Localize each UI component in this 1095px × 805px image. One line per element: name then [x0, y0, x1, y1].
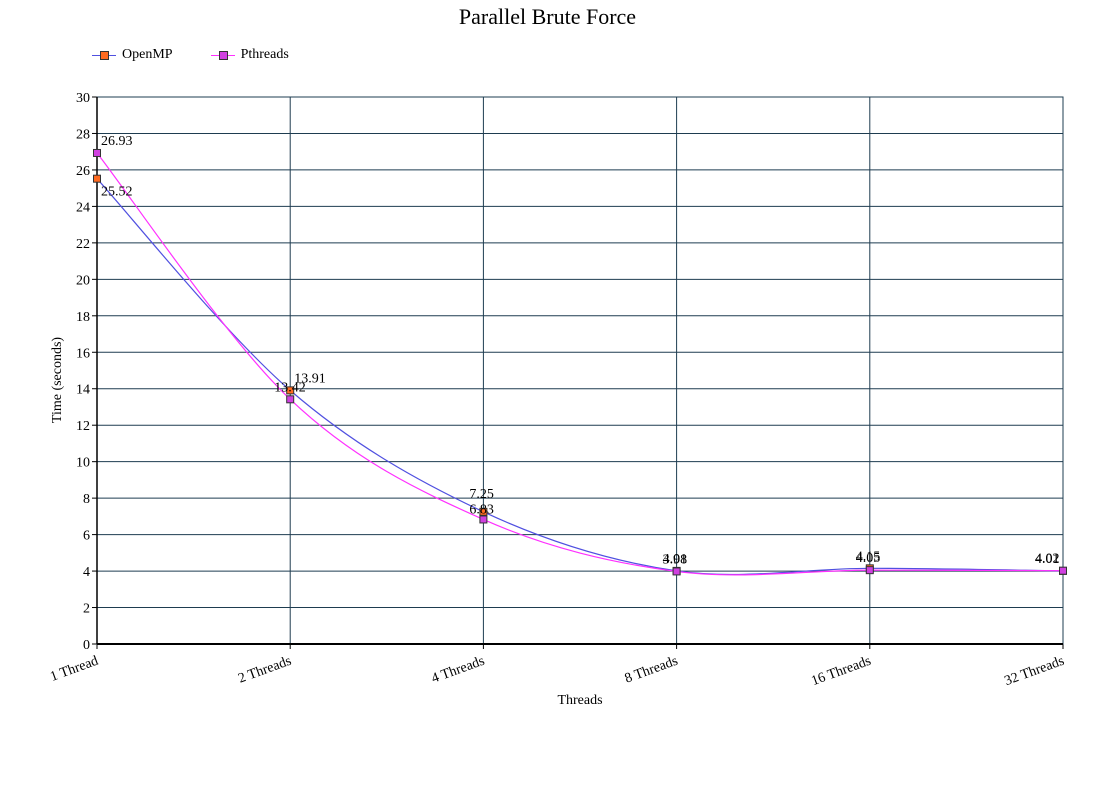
x-tick-label-1: 2 Threads	[236, 654, 293, 687]
legend-swatch-openmp	[92, 50, 116, 60]
y-tick-label-0: 0	[83, 638, 90, 653]
data-point-openmp-2	[479, 507, 488, 516]
data-label-pthreads-2: 6.83	[469, 502, 494, 517]
y-tick-label-24: 24	[76, 200, 90, 215]
data-point-pthreads-4	[865, 566, 874, 575]
data-point-openmp-0	[93, 174, 101, 183]
series-line-openmp	[96, 178, 1064, 576]
data-point-pthreads-0	[93, 148, 101, 157]
y-tick-label-6: 6	[83, 529, 90, 544]
x-tick-label-2: 4 Threads	[430, 654, 487, 687]
x-tick-label-3: 8 Threads	[623, 654, 680, 687]
y-tick-label-22: 22	[76, 237, 90, 252]
data-label-openmp-0: 25.52	[101, 185, 133, 200]
y-tick-label-8: 8	[83, 492, 90, 507]
y-tick-label-30: 30	[76, 91, 90, 106]
legend-label-pthreads: Pthreads	[240, 47, 289, 62]
x-tick-label-4: 16 Threads	[809, 654, 873, 689]
data-label-openmp-3: 4.01	[663, 552, 688, 567]
data-label-openmp-1: 13.91	[294, 371, 326, 386]
data-label-pthreads-1: 13.42	[274, 380, 306, 395]
y-tick-label-12: 12	[76, 419, 90, 434]
data-label-openmp-4: 4.15	[856, 549, 881, 564]
x-axis-title: Threads	[557, 693, 603, 708]
data-point-pthreads-2	[479, 515, 488, 524]
data-label-pthreads-3: 3.98	[663, 552, 688, 567]
legend-item-pthreads: Pthreads	[210, 47, 289, 63]
y-tick-label-28: 28	[76, 127, 90, 142]
plot-frame	[96, 96, 1064, 645]
legend-swatch-pthreads	[210, 50, 235, 60]
data-label-openmp-5: 4.01	[1035, 552, 1060, 567]
legend-item-openmp: OpenMP	[92, 47, 173, 63]
data-label-openmp-2: 7.25	[469, 487, 494, 502]
y-tick-label-14: 14	[76, 383, 90, 398]
y-tick-label-20: 20	[76, 273, 90, 288]
data-point-pthreads-3	[672, 567, 681, 576]
data-point-pthreads-5	[1059, 566, 1067, 575]
data-label-pthreads-5: 4.02	[1035, 552, 1060, 567]
data-label-pthreads-0: 26.93	[101, 134, 133, 149]
data-point-pthreads-1	[286, 395, 295, 404]
x-tick-label-5: 32 Threads	[1003, 654, 1067, 689]
data-label-pthreads-4: 4.05	[856, 551, 881, 566]
data-point-openmp-1	[286, 386, 295, 395]
y-tick-label-18: 18	[76, 310, 90, 325]
y-tick-label-16: 16	[76, 346, 90, 361]
y-tick-label-10: 10	[76, 456, 90, 471]
chart-title: Parallel Brute Force	[458, 4, 637, 29]
y-tick-label-2: 2	[83, 602, 90, 617]
y-tick-label-26: 26	[76, 164, 90, 179]
legend: OpenMP Pthreads	[92, 47, 289, 63]
series-line-pthreads	[96, 152, 1064, 576]
legend-label-openmp: OpenMP	[122, 47, 173, 62]
y-tick-label-4: 4	[83, 565, 90, 580]
y-axis-title: Time (seconds)	[50, 336, 65, 424]
x-tick-label-0: 1 Thread	[48, 654, 100, 685]
